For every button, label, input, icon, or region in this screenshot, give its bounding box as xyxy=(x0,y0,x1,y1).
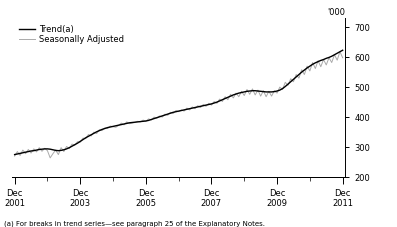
Trend(a) xyxy=(217,100,222,102)
Seasonally Adjusted xyxy=(12,155,17,158)
Seasonally Adjusted xyxy=(337,50,342,53)
Text: '000: '000 xyxy=(328,7,345,17)
Seasonally Adjusted xyxy=(236,95,241,98)
Legend: Trend(a), Seasonally Adjusted: Trend(a), Seasonally Adjusted xyxy=(16,22,127,47)
Trend(a) xyxy=(89,133,94,136)
Seasonally Adjusted xyxy=(48,156,52,159)
Trend(a) xyxy=(318,59,323,62)
Seasonally Adjusted xyxy=(154,117,159,120)
Trend(a) xyxy=(340,49,345,52)
Trend(a) xyxy=(234,93,239,95)
Seasonally Adjusted xyxy=(321,58,326,61)
Trend(a) xyxy=(12,153,17,156)
Trend(a) xyxy=(45,148,50,150)
Line: Seasonally Adjusted: Seasonally Adjusted xyxy=(15,52,343,158)
Seasonally Adjusted xyxy=(45,149,50,152)
Seasonally Adjusted xyxy=(220,100,225,103)
Seasonally Adjusted xyxy=(92,131,96,133)
Line: Trend(a): Trend(a) xyxy=(15,50,343,155)
Trend(a) xyxy=(152,117,156,120)
Text: (a) For breaks in trend series—see paragraph 25 of the Explanatory Notes.: (a) For breaks in trend series—see parag… xyxy=(4,220,265,227)
Seasonally Adjusted xyxy=(340,56,345,59)
